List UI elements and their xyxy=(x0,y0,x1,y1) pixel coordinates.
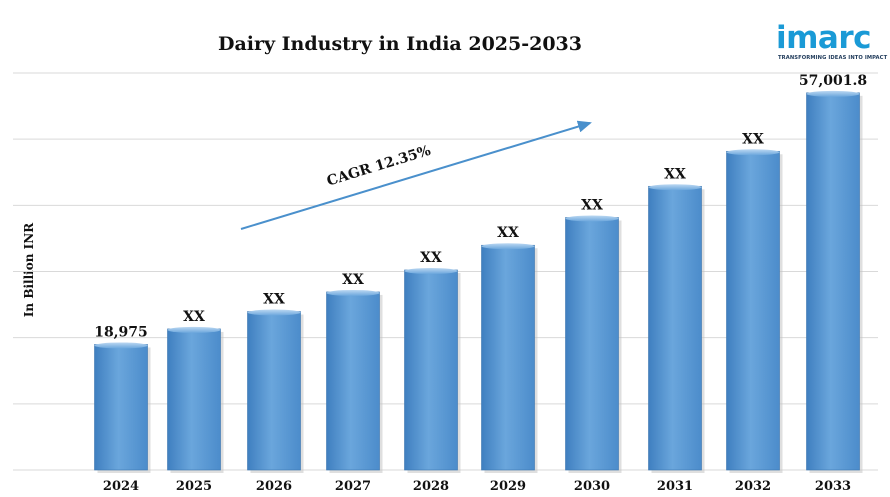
bar-cap xyxy=(167,326,221,333)
x-tick-label: 2025 xyxy=(176,479,212,494)
data-label: XX xyxy=(581,198,603,214)
x-tick-label: 2027 xyxy=(335,479,371,494)
data-label: XX xyxy=(420,250,442,266)
x-tick-label: 2026 xyxy=(256,479,292,494)
imarc-logo: imarc TRANSFORMING IDEAS INTO IMPACT xyxy=(776,18,888,68)
x-tick-label: 2030 xyxy=(574,479,610,494)
bar-2030 xyxy=(565,217,619,471)
bar-2025 xyxy=(167,328,221,471)
bar-2031 xyxy=(648,185,702,471)
logo-tagline: TRANSFORMING IDEAS INTO IMPACT xyxy=(778,55,888,61)
data-label: XX xyxy=(497,225,519,241)
x-tick-label: 2032 xyxy=(735,479,771,494)
cagr-arrow xyxy=(240,120,592,230)
data-label: XX xyxy=(742,131,764,147)
x-tick-label: 2028 xyxy=(413,479,449,494)
bar-cap xyxy=(326,289,380,296)
bar-2026 xyxy=(247,311,301,471)
bar-cap xyxy=(726,149,780,156)
data-label: 57,001.8 xyxy=(799,73,867,89)
bar-cap xyxy=(648,184,702,191)
bar-2028 xyxy=(404,269,458,471)
data-label: XX xyxy=(183,309,205,325)
bar-2032 xyxy=(726,150,780,471)
x-tick-label: 2029 xyxy=(490,479,526,494)
data-labels: 18,975 XX XX XX XX XX XX XX XX 57,001.8 xyxy=(94,73,867,341)
bar-cap xyxy=(481,243,535,250)
bar-cap xyxy=(247,309,301,316)
bar-2033 xyxy=(806,92,860,471)
bar-2027 xyxy=(326,291,380,471)
bar-cap xyxy=(565,215,619,222)
x-tick-label: 2024 xyxy=(103,479,139,494)
data-label: XX xyxy=(664,166,686,182)
bar-2029 xyxy=(481,244,535,471)
bar-2024 xyxy=(94,344,148,471)
bar-cap xyxy=(404,267,458,274)
data-label: XX xyxy=(263,292,285,308)
bar-cap xyxy=(94,342,148,349)
bar-cap xyxy=(806,90,860,97)
logo-wordmark: imarc xyxy=(776,20,872,56)
x-tick-labels: 2024 2025 2026 2027 2028 2029 2030 2031 2032 2033 xyxy=(103,479,851,494)
cagr-label: CAGR 12.35% xyxy=(325,143,433,190)
chart-title: Dairy Industry in India 2025-2033 xyxy=(217,33,583,55)
x-tick-label: 2033 xyxy=(815,479,851,494)
x-tick-label: 2031 xyxy=(657,479,693,494)
bars xyxy=(94,90,863,474)
data-label: 18,975 xyxy=(94,324,148,340)
data-label: XX xyxy=(342,272,364,288)
